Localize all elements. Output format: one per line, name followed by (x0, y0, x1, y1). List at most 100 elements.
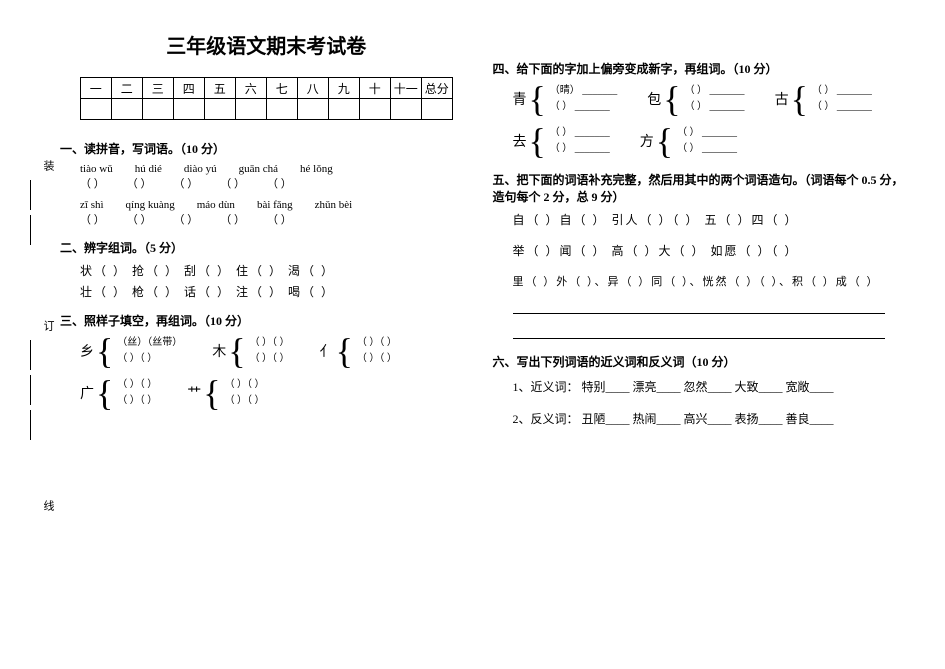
q4-bl[interactable]: （ ） _______ (685, 99, 745, 115)
q3-g5: 艹 { （ ）（ ） （ ）（ ） (187, 377, 264, 409)
q3-ex: （丝）（丝带） (117, 335, 182, 351)
q3-bl[interactable]: （ ）（ ） (117, 393, 157, 409)
brace-icon: { (529, 83, 546, 115)
q1-blank-row1: （ ） （ ） （ ） （ ） （ ） (80, 175, 473, 191)
q4-bl[interactable]: （ ） _______ (812, 99, 872, 115)
margin-dash-1 (30, 180, 31, 210)
score-h-3: 三 (142, 78, 173, 99)
q3-bl[interactable]: （ ）（ ） (250, 351, 290, 367)
q5-heading: 五、把下面的词语补充完整，然后用其中的两个词语造句。（词语每个 0.5 分，造句… (493, 171, 906, 205)
q4-bl[interactable]: （ ） _______ (550, 99, 618, 115)
q4-bl[interactable]: （ ） _______ (677, 125, 737, 141)
brace-icon: { (228, 335, 245, 367)
q5-sentence-1[interactable] (513, 299, 886, 314)
q1-pinyin-row1: tiào wǔ hú dié diào yú guān chá hé lǒng (80, 163, 473, 175)
right-column: 四、给下面的字加上偏旁变成新字，再组词。（10 分） 青 { （晴） _____… (493, 30, 926, 430)
q3-g4: 广 { （ ）（ ） （ ）（ ） (80, 377, 157, 409)
q1-p3: diào yú (184, 163, 217, 175)
q3-bl[interactable]: （ ）（ ） (357, 351, 397, 367)
score-h-4: 四 (173, 78, 204, 99)
q1-b2[interactable]: （ ） (127, 175, 152, 191)
score-h-11: 十一 (390, 78, 421, 99)
q1-b8[interactable]: （ ） (174, 211, 199, 227)
q1-b6[interactable]: （ ） (80, 211, 105, 227)
q4-g1: 青 { （晴） _______ （ ） _______ (513, 83, 618, 115)
q6-syn-row[interactable]: 1、近义词： 特别____ 漂亮____ 忽然____ 大致____ 宽敞___… (513, 376, 906, 398)
brace-icon: { (96, 335, 113, 367)
q2-heading: 二、辨字组词。（5 分） (60, 239, 473, 256)
q4-bl[interactable]: （ ） _______ (812, 83, 872, 99)
q2-line1[interactable]: 状（ ） 抢（ ） 刮（ ） 住（ ） 渴（ ） (80, 262, 473, 279)
q1-p2: hú dié (135, 163, 162, 175)
q1-b9[interactable]: （ ） (220, 211, 245, 227)
q1-p8: máo dùn (197, 199, 235, 211)
q5-line1[interactable]: 自（ ）自（ ） 引人（ ）（ ） 五（ ）四（ ） (513, 211, 906, 228)
q1-b5[interactable]: （ ） (267, 175, 292, 191)
q4-row1: 青 { （晴） _______ （ ） _______ 包 { （ ） ____… (513, 83, 906, 115)
q4-bl[interactable]: （ ） _______ (677, 141, 737, 157)
q6-syn-words[interactable]: 特别____ 漂亮____ 忽然____ 大致____ 宽敞____ (582, 380, 834, 394)
q1-b7[interactable]: （ ） (127, 211, 152, 227)
brace-icon: { (656, 125, 673, 157)
q4-g2: 包 { （ ） _______ （ ） _______ (647, 83, 744, 115)
q3-bl[interactable]: （ ）（ ） (357, 335, 397, 351)
q6-ant-label: 2、反义词： (513, 412, 579, 426)
q4-g5: 方 { （ ） _______ （ ） _______ (640, 125, 737, 157)
margin-dash-3 (30, 340, 31, 370)
q1-b1[interactable]: （ ） (80, 175, 105, 191)
q3-bl[interactable]: （ ）（ ） (225, 393, 265, 409)
q4-ex: （晴） _______ (550, 83, 618, 99)
q2-line2[interactable]: 壮（ ） 枪（ ） 话（ ） 注（ ） 喝（ ） (80, 283, 473, 300)
q1-p9: bài fǎng (257, 199, 293, 211)
q6-syn-label: 1、近义词： (513, 380, 579, 394)
score-h-2: 二 (111, 78, 142, 99)
q1-p5: hé lǒng (300, 163, 333, 175)
score-h-1: 一 (80, 78, 111, 99)
margin-zhuang: 装 (40, 160, 56, 171)
q1-p1: tiào wǔ (80, 163, 113, 175)
q6-ant-row[interactable]: 2、反义词： 丑陋____ 热闹____ 高兴____ 表扬____ 善良___… (513, 408, 906, 430)
q3-bl[interactable]: （ ）（ ） (117, 351, 182, 367)
q1-b4[interactable]: （ ） (220, 175, 245, 191)
q1-b3[interactable]: （ ） (174, 175, 199, 191)
q4-c2: 包 (647, 89, 661, 109)
q1-p4: guān chá (239, 163, 278, 175)
q5-line2[interactable]: 举（ ）闻（ ） 高（ ）大（ ） 如愿（ ）（ ） (513, 242, 906, 259)
q1-p6: zī shì (80, 199, 104, 211)
q5-sentence-2[interactable] (513, 324, 886, 339)
q4-heading: 四、给下面的字加上偏旁变成新字，再组词。（10 分） (493, 60, 906, 77)
q6-ant-words[interactable]: 丑陋____ 热闹____ 高兴____ 表扬____ 善良____ (582, 412, 834, 426)
score-h-5: 五 (204, 78, 235, 99)
q4-c3: 古 (775, 89, 789, 109)
score-h-9: 九 (328, 78, 359, 99)
q4-c4: 去 (513, 131, 527, 151)
score-table: 一 二 三 四 五 六 七 八 九 十 十一 总分 (80, 77, 453, 120)
q4-c5: 方 (640, 131, 654, 151)
q3-row1: 乡 { （丝）（丝带） （ ）（ ） 木 { （ ）（ ） （ ）（ ） 亻 (80, 335, 473, 367)
score-h-8: 八 (297, 78, 328, 99)
q3-bl[interactable]: （ ）（ ） (117, 377, 157, 393)
score-header-row: 一 二 三 四 五 六 七 八 九 十 十一 总分 (80, 78, 452, 99)
q4-bl[interactable]: （ ） _______ (685, 83, 745, 99)
q4-g3: 古 { （ ） _______ （ ） _______ (775, 83, 872, 115)
q4-bl[interactable]: （ ） _______ (550, 141, 610, 157)
q1-heading: 一、读拼音，写词语。（10 分） (60, 140, 473, 157)
brace-icon: { (663, 83, 680, 115)
brace-icon: { (96, 377, 113, 409)
q1-b10[interactable]: （ ） (267, 211, 292, 227)
margin-xian: 线 (40, 500, 56, 511)
brace-icon: { (529, 125, 546, 157)
q1-blank-row2: （ ） （ ） （ ） （ ） （ ） (80, 211, 473, 227)
left-column: 三年级语文期末考试卷 一 二 三 四 五 六 七 八 九 十 十一 总分 一、读… (60, 30, 493, 430)
brace-icon: { (203, 377, 220, 409)
q4-row2: 去 { （ ） _______ （ ） _______ 方 { （ ） ____… (513, 125, 906, 157)
q4-g4: 去 { （ ） _______ （ ） _______ (513, 125, 610, 157)
q4-bl[interactable]: （ ） _______ (550, 125, 610, 141)
margin-dash-4 (30, 375, 31, 405)
q3-bl[interactable]: （ ）（ ） (225, 377, 265, 393)
q5-line3[interactable]: 里（ ）外（ ）、异（ ）同（ ）、恍然（ ）（ ）、积（ ）成（ ） (513, 273, 906, 289)
q3-bl[interactable]: （ ）（ ） (250, 335, 290, 351)
score-h-total: 总分 (421, 78, 452, 99)
score-h-7: 七 (266, 78, 297, 99)
q1-p10: zhǔn bèi (315, 199, 353, 211)
